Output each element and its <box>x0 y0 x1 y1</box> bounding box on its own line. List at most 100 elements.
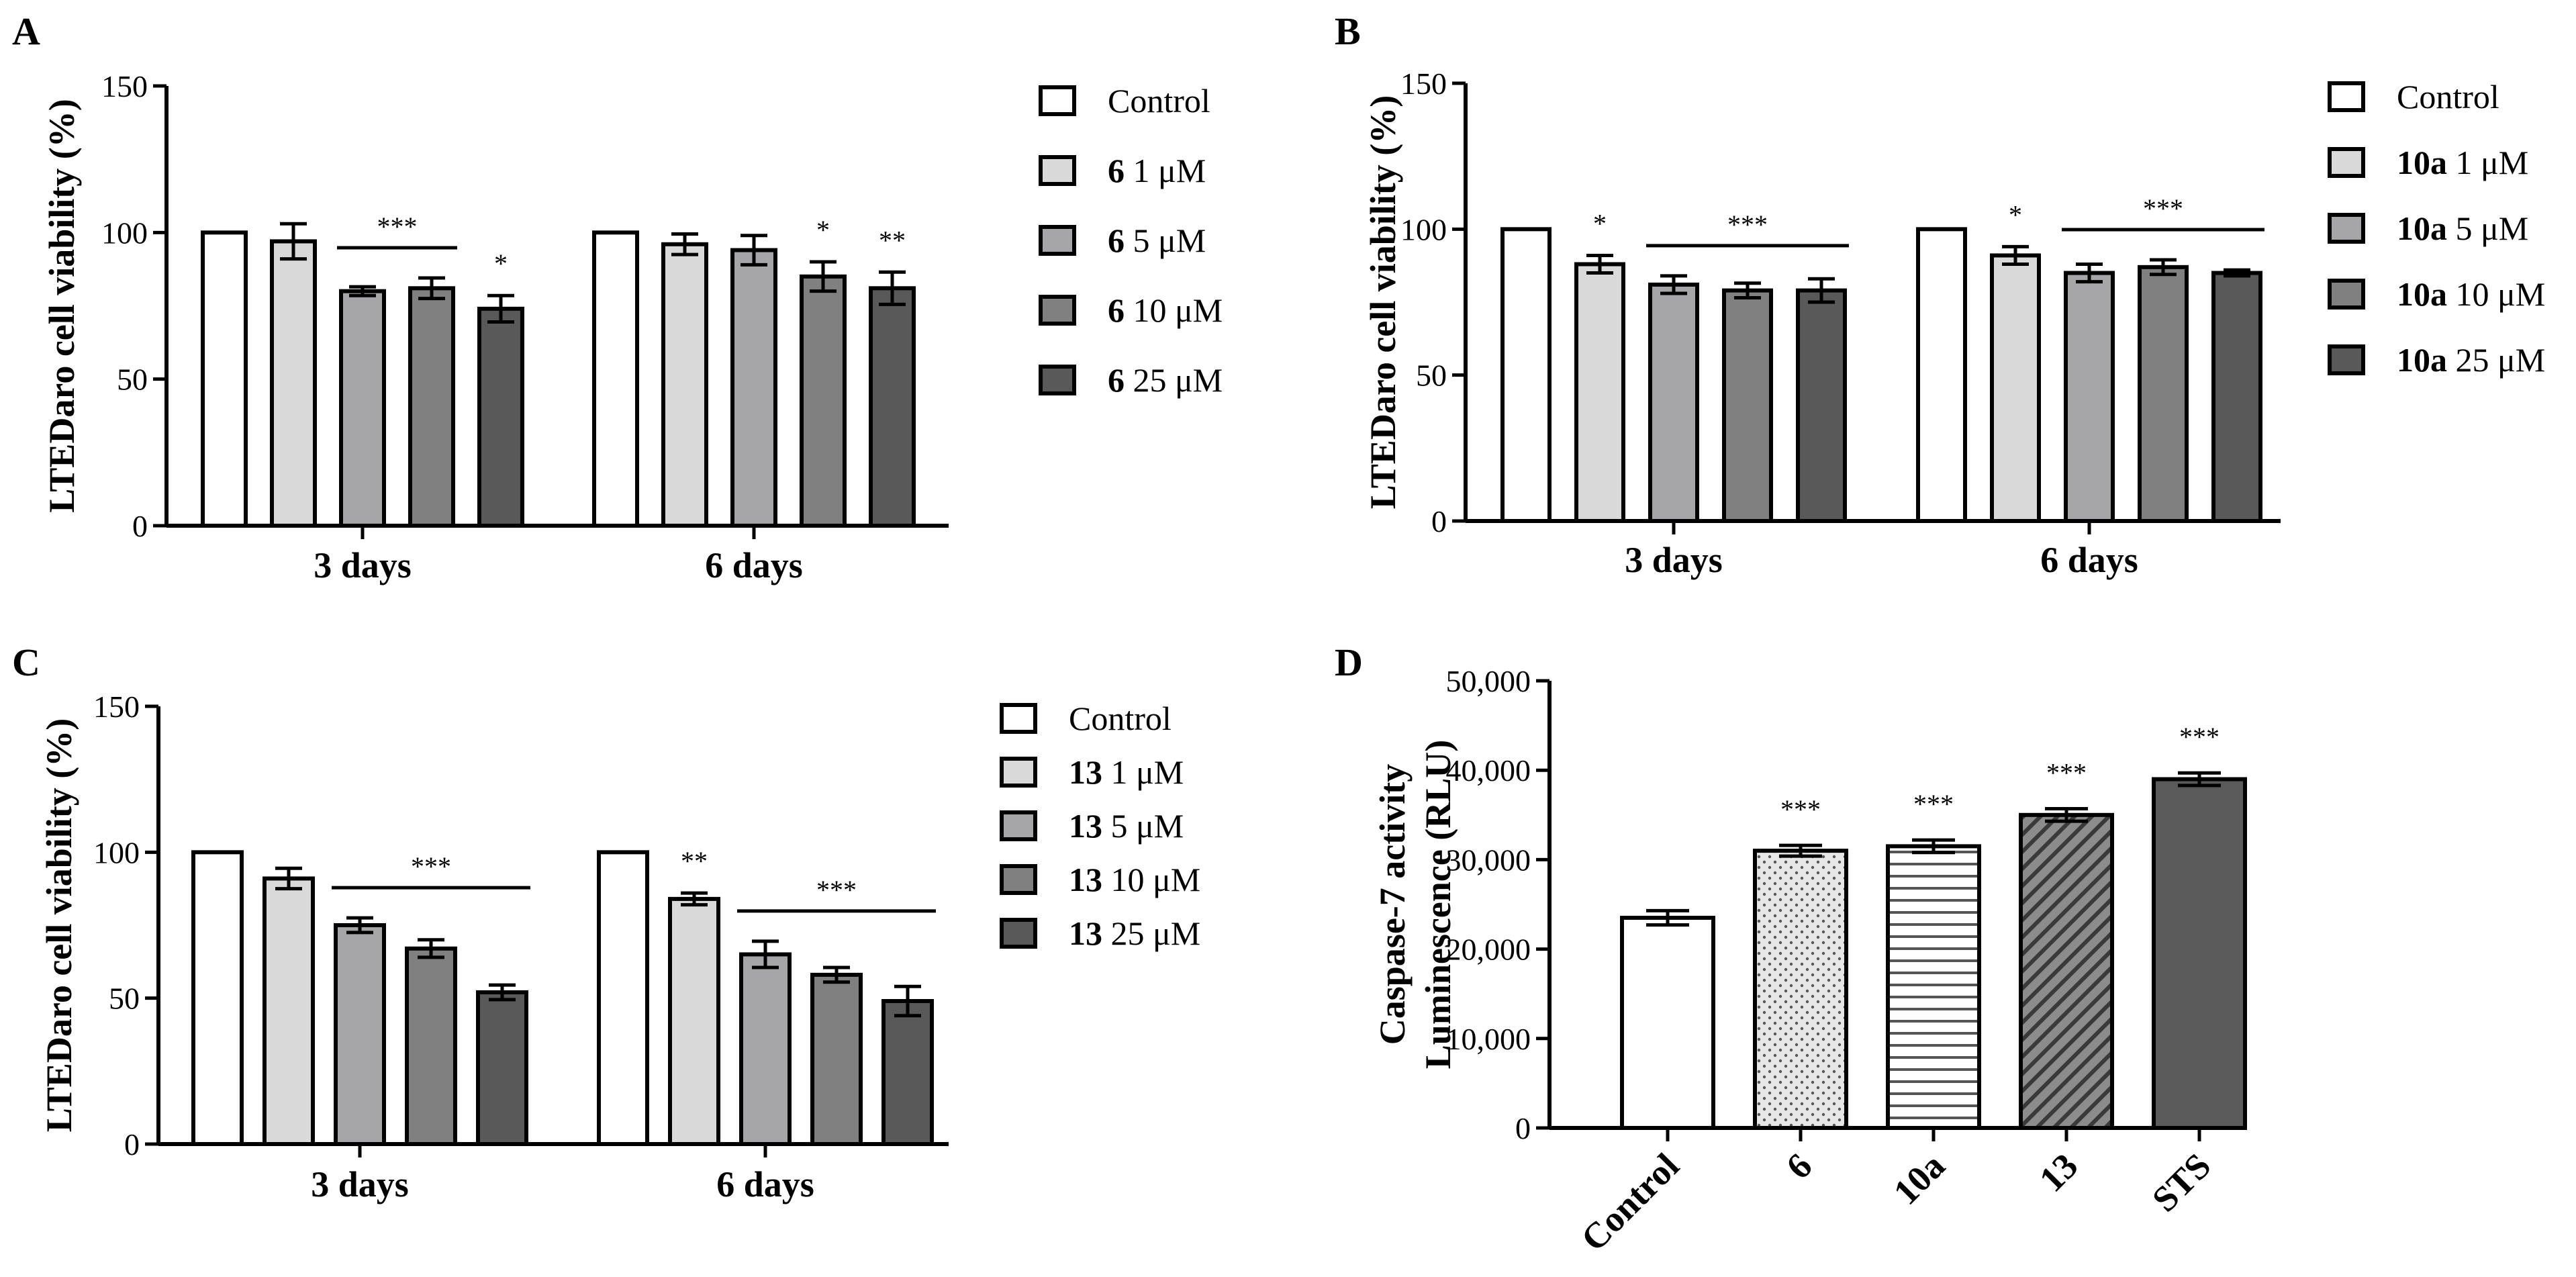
bar <box>2138 265 2189 523</box>
y-tick-label: 100 <box>101 216 148 250</box>
y-tick-label: 0 <box>132 509 148 543</box>
legend-concentration: 1 μM <box>2447 144 2528 181</box>
bar <box>1722 288 1773 523</box>
legend-label: 6 5 μM <box>1108 222 1206 259</box>
y-tick-label: 100 <box>93 835 140 869</box>
legend-label: 13 1 μM <box>1069 753 1184 791</box>
x-category-label: 6 <box>1778 1145 1820 1187</box>
bar <box>1574 262 1625 523</box>
legend-concentration: 25 μM <box>2447 341 2545 379</box>
legend-compound: 10a <box>2397 209 2447 247</box>
x-category-label: STS <box>2144 1145 2218 1219</box>
significance-mark: * <box>816 215 830 245</box>
legend-concentration: Control <box>2397 78 2499 115</box>
bar <box>1753 849 1848 1130</box>
y-tick-label: 0 <box>1431 504 1447 538</box>
legend-label: Control <box>1108 82 1210 120</box>
bar <box>1886 844 1981 1131</box>
legend-concentration: 25 μM <box>1102 914 1200 952</box>
bar <box>263 876 315 1147</box>
bar <box>270 239 317 528</box>
legend-swatch <box>2328 344 2365 375</box>
bar <box>201 230 248 528</box>
legend-concentration: Control <box>1069 700 1172 737</box>
y-tick-label: 20,000 <box>1446 933 1531 967</box>
bar <box>739 952 792 1146</box>
legend-label: 10a 25 μM <box>2397 341 2545 379</box>
legend-concentration: 1 μM <box>1102 753 1184 791</box>
legend-swatch <box>2328 81 2365 112</box>
y-tick-label: 10,000 <box>1446 1022 1531 1056</box>
y-tick-label: 150 <box>1400 66 1447 101</box>
significance-mark: ** <box>879 225 906 255</box>
y-axis-title: LTEDaro cell viability (%) <box>1363 95 1403 510</box>
legend-compound: 13 <box>1069 914 1102 952</box>
legend-swatch <box>1039 365 1076 395</box>
legend-concentration: 5 μM <box>1125 222 1206 259</box>
panel-letter: C <box>12 641 40 684</box>
y-tick-label: 50,000 <box>1446 664 1531 698</box>
y-tick-label: 50 <box>1416 359 1447 393</box>
significance-mark: *** <box>1727 209 1768 240</box>
legend-swatch <box>1000 703 1037 734</box>
legend-concentration: 10 μM <box>1125 291 1223 329</box>
y-axis-title: Caspase-7 activity <box>1372 764 1413 1045</box>
y-axis-title: LTEDaro cell viability (%) <box>39 718 79 1133</box>
bar <box>477 306 524 528</box>
bar <box>2064 271 2115 523</box>
bar <box>810 972 863 1146</box>
legend-label: 10a 10 μM <box>2397 275 2545 313</box>
bar <box>405 946 457 1146</box>
y-tick-label: 50 <box>109 982 140 1016</box>
legend-swatch <box>2328 213 2365 244</box>
bar <box>1916 227 1967 523</box>
bar <box>2019 812 2114 1131</box>
x-category-label: 3 days <box>1625 540 1723 580</box>
significance-mark: *** <box>1913 789 1954 819</box>
significance-mark: *** <box>377 211 418 242</box>
legend-compound: 13 <box>1069 753 1102 791</box>
panel-d-chart: D Caspase-7 activity Luminescence (RLU) 0 10… <box>1335 641 2247 1259</box>
x-category-label: 13 <box>2032 1145 2086 1200</box>
panel-c-chart: C LTEDaro cell viability (%) 0 50 100 150 3 da… <box>12 641 1200 1204</box>
y-tick-label: 0 <box>1515 1111 1531 1145</box>
y-tick-label: 150 <box>101 69 148 103</box>
legend-label: 10a 5 μM <box>2397 209 2528 247</box>
bar <box>1500 227 1552 523</box>
legend-label: 6 25 μM <box>1108 361 1223 399</box>
x-category-label: 3 days <box>314 545 412 585</box>
bar <box>668 896 720 1146</box>
bar <box>881 999 934 1146</box>
legend-swatch <box>1000 757 1037 788</box>
legend-swatch <box>1000 864 1037 895</box>
legend-label: 13 25 μM <box>1069 914 1200 952</box>
significance-mark: *** <box>816 875 857 905</box>
panel-letter: B <box>1335 9 1361 53</box>
x-category-label: 3 days <box>311 1164 409 1204</box>
legend-label: 10a 1 μM <box>2397 144 2528 181</box>
legend-label: 13 5 μM <box>1069 807 1184 845</box>
bar <box>869 286 916 528</box>
y-tick-label: 100 <box>1400 212 1447 246</box>
significance-mark: *** <box>2179 722 2220 752</box>
legend-compound: 13 <box>1069 861 1102 898</box>
panel-a-chart: A LTEDaro cell viability (%) 0 50 100 150 3 da… <box>12 9 1223 585</box>
legend-concentration: 5 μM <box>2447 209 2528 247</box>
legend-concentration: 25 μM <box>1125 361 1223 399</box>
panel-letter: A <box>12 9 40 53</box>
bar <box>661 242 708 528</box>
bar <box>191 850 244 1147</box>
y-axis-title: Luminescence (RLU) <box>1418 740 1458 1069</box>
bar <box>476 990 528 1147</box>
significance-mark: * <box>1593 208 1607 238</box>
bar <box>1990 253 2041 523</box>
legend-concentration: 1 μM <box>1125 152 1206 189</box>
legend-compound: 10a <box>2397 275 2447 313</box>
legend-label: 6 10 μM <box>1108 291 1223 329</box>
significance-mark: *** <box>1780 794 1821 824</box>
bar <box>334 923 386 1146</box>
bar <box>592 230 639 528</box>
panel-letter: D <box>1335 641 1363 684</box>
bar <box>339 289 386 528</box>
